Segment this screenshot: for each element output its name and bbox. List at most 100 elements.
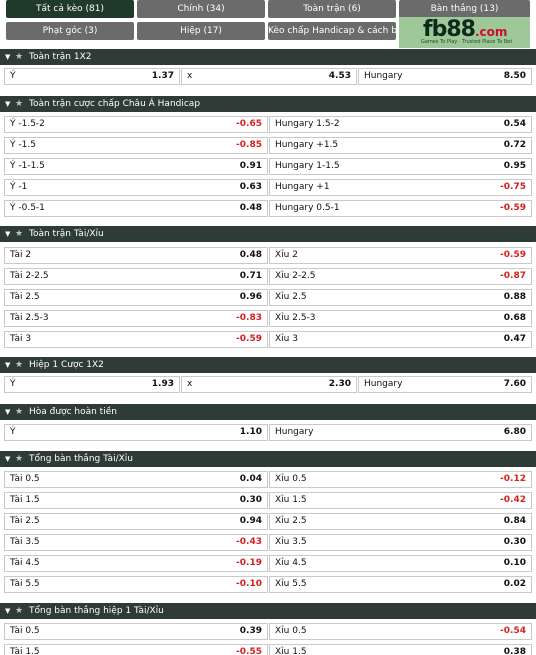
chevron-down-icon: ▼ xyxy=(5,100,11,108)
odds-label: Tài 2.5-3 xyxy=(10,313,49,323)
odds-cell[interactable]: Xỉu 3.5 0.30 xyxy=(269,534,532,551)
odds-value: -0.75 xyxy=(500,182,526,192)
odds-value: 0.02 xyxy=(503,579,526,589)
odds-cell[interactable]: Tài 2.5 0.94 xyxy=(4,513,268,530)
odds-value: 0.54 xyxy=(503,119,526,129)
logo-tagline: Games To Play · Trusted Place To Bet xyxy=(421,39,513,45)
section-header-draw-no-bet[interactable]: ▼ ★ Hòa được hoàn tiền xyxy=(0,404,536,420)
star-icon[interactable]: ★ xyxy=(15,454,24,464)
section-title: Toàn trận Tài/Xỉu xyxy=(29,229,104,239)
odds-value: 0.48 xyxy=(239,203,262,213)
tab-halves[interactable]: Hiệp (17) xyxy=(137,22,265,40)
odds-cell[interactable]: x 4.53 xyxy=(181,68,357,85)
odds-label: Tài 3.5 xyxy=(10,537,40,547)
odds-cell[interactable]: Xỉu 2.5 0.88 xyxy=(269,289,532,306)
odds-label: Xỉu 2.5 xyxy=(275,292,307,302)
odds-cell[interactable]: Xỉu 4.5 0.10 xyxy=(269,555,532,572)
odds-cell[interactable]: Tài 2.5 0.96 xyxy=(4,289,268,306)
odds-cell[interactable]: Ý -1.5-2 -0.65 xyxy=(4,116,268,133)
odds-label: Tài 5.5 xyxy=(10,579,40,589)
odds-cell[interactable]: x 2.30 xyxy=(181,376,357,393)
odds-cell[interactable]: Tài 3 -0.59 xyxy=(4,331,268,348)
tab-goals[interactable]: Bàn thắng (13) xyxy=(399,0,530,18)
odds-value: 0.38 xyxy=(503,647,526,655)
odds-cell[interactable]: Ý 1.10 xyxy=(4,424,268,441)
star-icon[interactable]: ★ xyxy=(15,407,24,417)
odds-cell[interactable]: Tài 0.5 0.04 xyxy=(4,471,268,488)
section-header-over-under[interactable]: ▼ ★ Toàn trận Tài/Xỉu xyxy=(0,226,536,242)
odds-cell[interactable]: Xỉu 5.5 0.02 xyxy=(269,576,532,593)
odds-cell[interactable]: Xỉu 2 -0.59 xyxy=(269,247,532,264)
odds-cell[interactable]: Xỉu 1.5 -0.42 xyxy=(269,492,532,509)
odds-cell[interactable]: Ý 1.93 xyxy=(4,376,180,393)
odds-cell[interactable]: Ý -0.5-1 0.48 xyxy=(4,200,268,217)
odds-value: -0.59 xyxy=(500,203,526,213)
odds-cell[interactable]: Ý -1 0.63 xyxy=(4,179,268,196)
odds-cell[interactable]: Hungary 7.60 xyxy=(358,376,532,393)
star-icon[interactable]: ★ xyxy=(15,360,24,370)
odds-label: Tài 2-2.5 xyxy=(10,271,49,281)
odds-cell[interactable]: Tài 0.5 0.39 xyxy=(4,623,268,640)
odds-label: Xỉu 4.5 xyxy=(275,558,307,568)
odds-cell[interactable]: Tài 2.5-3 -0.83 xyxy=(4,310,268,327)
odds-cell[interactable]: Tài 2 0.48 xyxy=(4,247,268,264)
odds-cell[interactable]: Tài 1.5 -0.55 xyxy=(4,644,268,655)
odds-cell[interactable]: Tài 4.5 -0.19 xyxy=(4,555,268,572)
odds-cell[interactable]: Ý -1.5 -0.85 xyxy=(4,137,268,154)
odds-cell[interactable]: Xỉu 0.5 -0.12 xyxy=(269,471,532,488)
odds-label: Tài 1.5 xyxy=(10,647,40,655)
odds-label: Hungary xyxy=(364,379,403,389)
odds-value: -0.55 xyxy=(236,647,262,655)
logo-main: fb88 xyxy=(423,17,476,42)
odds-label: Hungary +1 xyxy=(275,182,330,192)
odds-value: -0.59 xyxy=(500,250,526,260)
odds-cell[interactable]: Hungary 8.50 xyxy=(358,68,532,85)
odds-label: Hungary xyxy=(275,427,314,437)
odds-value: 4.53 xyxy=(328,71,351,81)
odds-cell[interactable]: Xỉu 0.5 -0.54 xyxy=(269,623,532,640)
odds-label: Hungary +1.5 xyxy=(275,140,339,150)
odds-cell[interactable]: Xỉu 2.5-3 0.68 xyxy=(269,310,532,327)
star-icon[interactable]: ★ xyxy=(15,606,24,616)
star-icon[interactable]: ★ xyxy=(15,229,24,239)
odds-cell[interactable]: Xỉu 3 0.47 xyxy=(269,331,532,348)
odds-cell[interactable]: Ý -1-1.5 0.91 xyxy=(4,158,268,175)
odds-label: Ý xyxy=(10,427,16,437)
odds-cell[interactable]: Hungary 0.5-1 -0.59 xyxy=(269,200,532,217)
odds-cell[interactable]: Tài 5.5 -0.10 xyxy=(4,576,268,593)
odds-value: -0.10 xyxy=(236,579,262,589)
odds-label: Xỉu 1.5 xyxy=(275,647,307,655)
section-header-total-goals[interactable]: ▼ ★ Tổng bàn thắng Tài/Xỉu xyxy=(0,451,536,467)
odds-cell[interactable]: Xỉu 1.5 0.38 xyxy=(269,644,532,655)
odds-cell[interactable]: Ý 1.37 xyxy=(4,68,180,85)
logo-suffix: .com xyxy=(474,25,508,39)
odds-cell[interactable]: Hungary 6.80 xyxy=(269,424,532,441)
section-header-half1-1x2[interactable]: ▼ ★ Hiệp 1 Cược 1X2 xyxy=(0,357,536,373)
section-header-handicap[interactable]: ▼ ★ Toàn trận cược chấp Châu Á Handicap xyxy=(0,96,536,112)
odds-cell[interactable]: Hungary 1.5-2 0.54 xyxy=(269,116,532,133)
section-header-1x2[interactable]: ▼ ★ Toàn trận 1X2 xyxy=(0,49,536,65)
star-icon[interactable]: ★ xyxy=(15,99,24,109)
fb88-logo[interactable]: fb88.com Games To Play · Trusted Place T… xyxy=(399,17,530,48)
odds-cell[interactable]: Tài 1.5 0.30 xyxy=(4,492,268,509)
odds-value: -0.43 xyxy=(236,537,262,547)
star-icon[interactable]: ★ xyxy=(15,52,24,62)
odds-cell[interactable]: Tài 3.5 -0.43 xyxy=(4,534,268,551)
tab-full-time[interactable]: Toàn trận (6) xyxy=(268,0,396,18)
odds-cell[interactable]: Xỉu 2-2.5 -0.87 xyxy=(269,268,532,285)
odds-label: Ý -1.5-2 xyxy=(10,119,45,129)
tab-all[interactable]: Tất cả kèo (81) xyxy=(6,0,134,18)
odds-value: 0.95 xyxy=(503,161,526,171)
odds-value: 1.10 xyxy=(239,427,262,437)
odds-cell[interactable]: Hungary +1.5 0.72 xyxy=(269,137,532,154)
odds-cell[interactable]: Hungary 1-1.5 0.95 xyxy=(269,158,532,175)
odds-cell[interactable]: Xỉu 2.5 0.84 xyxy=(269,513,532,530)
odds-cell[interactable]: Hungary +1 -0.75 xyxy=(269,179,532,196)
tab-handicap[interactable]: Kèo chấp Handicap & cách biệt (5) xyxy=(268,22,396,40)
tab-main[interactable]: Chính (34) xyxy=(137,0,265,18)
section-header-half1-total-goals[interactable]: ▼ ★ Tổng bàn thắng hiệp 1 Tài/Xỉu xyxy=(0,603,536,619)
odds-value: -0.12 xyxy=(500,474,526,484)
tab-corners[interactable]: Phạt góc (3) xyxy=(6,22,134,40)
odds-cell[interactable]: Tài 2-2.5 0.71 xyxy=(4,268,268,285)
